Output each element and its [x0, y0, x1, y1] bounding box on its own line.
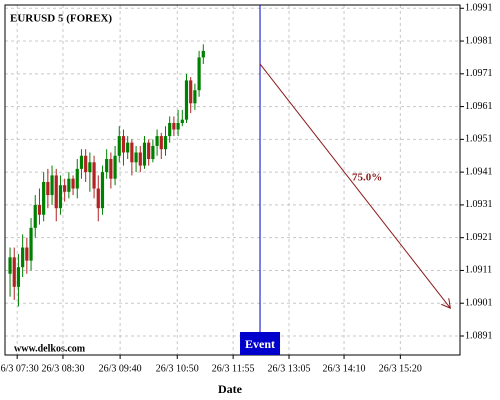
candle-body [117, 136, 121, 156]
candle-body [201, 50, 205, 58]
candle-body [12, 257, 16, 287]
candle-body [29, 227, 33, 261]
plot-frame [4, 4, 461, 356]
y-tick-label: 1.0961 [465, 101, 493, 112]
candle-body [155, 136, 159, 146]
candle-body [138, 152, 142, 166]
y-tick-label: 1.0991 [465, 3, 493, 14]
candle-body [180, 119, 184, 123]
projection-label: 75.0% [352, 172, 382, 184]
candle-body [126, 142, 130, 153]
candle-body [113, 155, 117, 179]
y-tick-label: 1.0911 [465, 265, 492, 276]
y-tick-label: 1.0941 [465, 166, 493, 177]
candle-body [109, 159, 113, 179]
candle-body [159, 136, 163, 150]
candle-body [67, 178, 71, 192]
candle-body [16, 267, 21, 287]
candle-body [189, 80, 193, 104]
candle-body [58, 185, 63, 209]
y-tick-label: 1.0891 [465, 330, 493, 341]
chart-title: EURUSD 5 (FOREX) [10, 13, 112, 25]
candle-body [151, 145, 155, 160]
candle-body [193, 90, 197, 104]
x-tick-label: 26/3 07:30 [0, 363, 39, 374]
candle-body [100, 172, 105, 209]
x-axis-title: Date [218, 382, 243, 396]
candle-body [79, 155, 84, 169]
candle-body [75, 168, 79, 189]
x-tick-label: 26/3 08:30 [41, 363, 84, 374]
candle-body [63, 185, 67, 192]
candle-body [50, 175, 54, 196]
x-tick-label: 26/3 14:10 [323, 363, 366, 374]
candle-body [105, 159, 109, 173]
candle-body [130, 142, 134, 163]
candle-body [88, 162, 92, 173]
candle-body [184, 80, 189, 120]
candle-body [8, 257, 12, 274]
watermark: www.delkos.com [14, 343, 86, 354]
candle-body [197, 57, 201, 91]
event-box [240, 332, 281, 355]
candle-body [46, 181, 50, 196]
y-tick-label: 1.0971 [465, 68, 493, 79]
candle-body [37, 204, 42, 215]
candle-body [33, 204, 37, 228]
candle-body [84, 155, 88, 173]
candle-body [168, 122, 172, 137]
candle-body [147, 142, 151, 160]
candle-body [142, 142, 147, 166]
candle-body [134, 152, 138, 163]
candle-body [121, 136, 126, 153]
candle-body [172, 122, 176, 130]
candle-body [71, 178, 75, 189]
event-label: Event [245, 337, 275, 351]
candle-body [96, 188, 100, 209]
y-tick-label: 1.0951 [465, 134, 493, 145]
x-tick-label: 26/3 09:40 [99, 363, 142, 374]
candle-body [25, 247, 29, 261]
x-tick-label: 26/3 10:50 [156, 363, 199, 374]
candle-body [54, 175, 58, 209]
candle-body [176, 122, 180, 130]
y-tick-label: 1.0901 [465, 298, 493, 309]
x-tick-label: 26/3 13:05 [267, 363, 310, 374]
y-tick-label: 1.0981 [465, 35, 493, 46]
x-tick-label: 26/3 11:55 [212, 363, 255, 374]
candle-body [92, 162, 96, 189]
y-tick-label: 1.0931 [465, 199, 493, 210]
candle-body [42, 181, 46, 215]
projection-arrow [259, 63, 450, 308]
y-tick-label: 1.0921 [465, 232, 493, 243]
x-tick-label: 26/3 15:20 [379, 363, 422, 374]
candle-body [21, 247, 25, 268]
candle-body [163, 136, 168, 150]
